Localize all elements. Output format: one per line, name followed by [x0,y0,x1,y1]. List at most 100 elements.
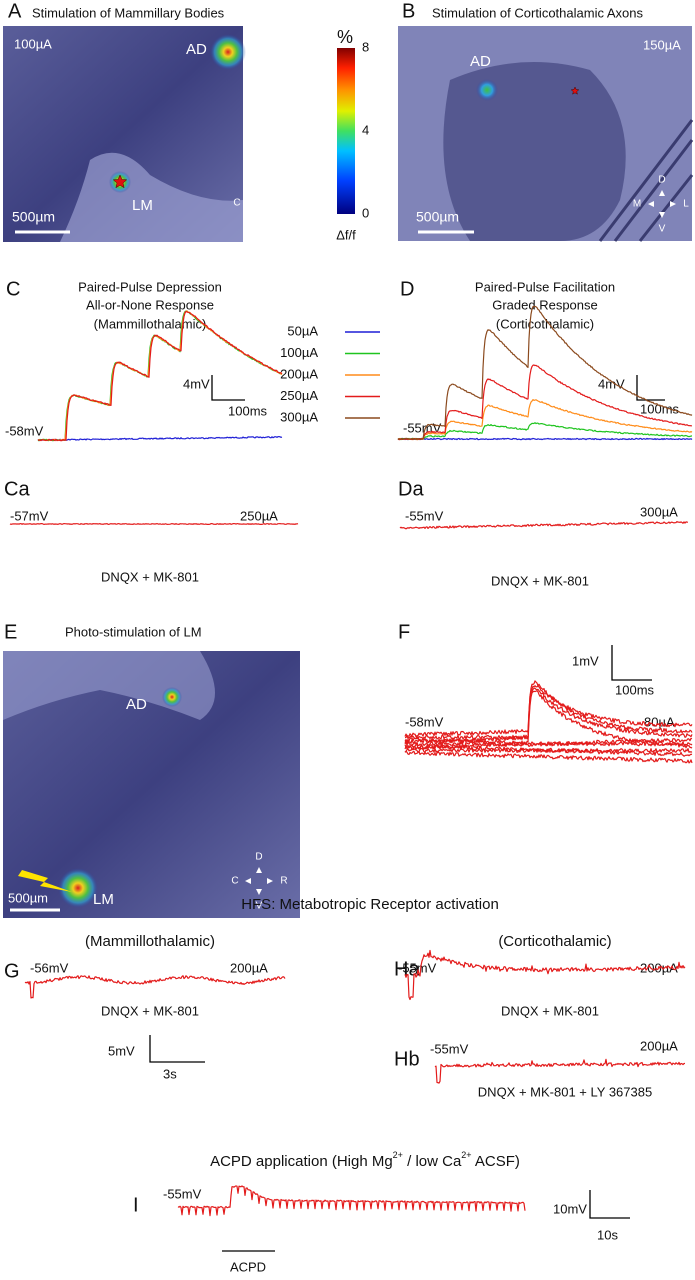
scale-bar [636,375,665,401]
panel-label: B [402,0,415,22]
membrane-potential: -55mV [430,1041,469,1056]
stim-current: 200µA [640,960,678,975]
region-label: LM [93,891,114,908]
panel-label: I [133,1194,139,1216]
trace [404,750,693,764]
section-title: ACPD application (High Mg2+ / low Ca2+ A… [210,1150,520,1170]
legend-label: 200µA [280,366,318,381]
activation [210,34,246,70]
scale-bar [211,375,245,401]
compass-arrow [248,189,276,217]
trace [397,399,693,441]
panel-label: F [398,621,410,643]
scale-label: 3s [163,1066,177,1081]
colorbar [337,48,355,214]
region-label: AD [126,696,147,713]
drug-label: DNQX + MK-801 [491,573,589,588]
legend-label: 300µA [280,409,318,424]
scale-label: 4mV [598,376,625,391]
compass-label: V [256,901,263,912]
trace [404,737,693,751]
panel-label: Ca [4,478,30,500]
trace [397,305,693,441]
trace [37,436,283,442]
compass: D M L V [633,175,689,235]
compass-arrow [648,190,676,218]
membrane-potential: -55mV [405,508,444,523]
compass-label: L [683,199,689,210]
membrane-potential: -58mV [405,714,444,729]
compass-label: R [280,876,287,887]
section-subtitle: (Mammillothalamic) [85,933,215,950]
compass-label: C [231,876,238,887]
compass: D C R V [231,852,287,912]
legend-label: 100µA [280,345,318,360]
trace [177,1185,526,1217]
compass-label: V [259,224,266,235]
stim-current: 200µA [640,1038,678,1053]
trace [37,310,283,442]
membrane-potential: -55mV [398,960,437,975]
stim-current: 200µA [230,960,268,975]
image-region [598,119,694,242]
colorbar-tick: 0 [362,205,369,220]
scale-label: 5mV [108,1043,135,1058]
colorbar-tick: 8 [362,39,369,54]
panel-label: E [4,621,17,643]
trace [397,437,693,441]
panel-title: (Corticothalamic) [496,316,594,331]
compass-label: R [282,198,289,209]
stim-site [112,174,128,189]
panel-title: Photo-stimulation of LM [65,624,202,639]
colorbar-label: Δf/f [336,227,356,242]
panel-title: Stimulation of Mammillary Bodies [32,5,225,20]
panel-title: Paired-Pulse Depression [78,279,222,294]
section-title: HFS: Metabotropic Receptor activation [241,896,499,913]
legend-label: 50µA [287,323,318,338]
trace [404,741,693,747]
drug-bar-label: ACPD [230,1259,266,1274]
panel-title: Graded Response [492,297,598,312]
panel-label: A [8,0,22,22]
image-region [3,651,215,720]
compass-arrow [245,867,273,895]
scale-bar [611,645,652,681]
trace [404,747,693,753]
trace [404,743,693,757]
trace [9,523,299,525]
compass-label: C [233,198,240,209]
activation [58,868,98,908]
trace [397,422,692,441]
region-label: AD [186,41,207,58]
compass-label: M [633,199,641,210]
photostim-icon [18,870,72,892]
scale-label: 100ms [640,401,680,416]
membrane-potential: -56mV [30,960,69,975]
compass: D C R V [233,171,289,235]
panel-label: Hb [394,1048,420,1070]
title-part: ACPD application (High Mg [210,1153,393,1170]
compass-label: D [658,175,665,186]
panel-label: D [400,278,414,300]
trace [404,685,693,738]
panel-title: (Mammillothalamic) [94,316,207,331]
scale-label: 10s [597,1227,618,1242]
membrane-potential: -55mV [163,1186,202,1201]
legend-label: 250µA [280,388,318,403]
drug-label: DNQX + MK-801 [101,569,199,584]
region-label: AD [470,53,491,70]
scale-bar [589,1190,630,1219]
image-region [443,62,626,241]
colorbar-unit: % [337,27,353,47]
compass-label: D [255,852,262,863]
membrane-potential: -57mV [10,508,49,523]
panel-title: Paired-Pulse Facilitation [475,279,615,294]
superscript: 2+ [461,1150,471,1160]
trace [399,521,689,530]
scale-label: 100ms [228,403,268,418]
drug-label: DNQX + MK-801 [101,1003,199,1018]
trace [24,975,286,999]
panel-title: Stimulation of Corticothalamic Axons [432,5,643,20]
stim-site [570,86,580,95]
